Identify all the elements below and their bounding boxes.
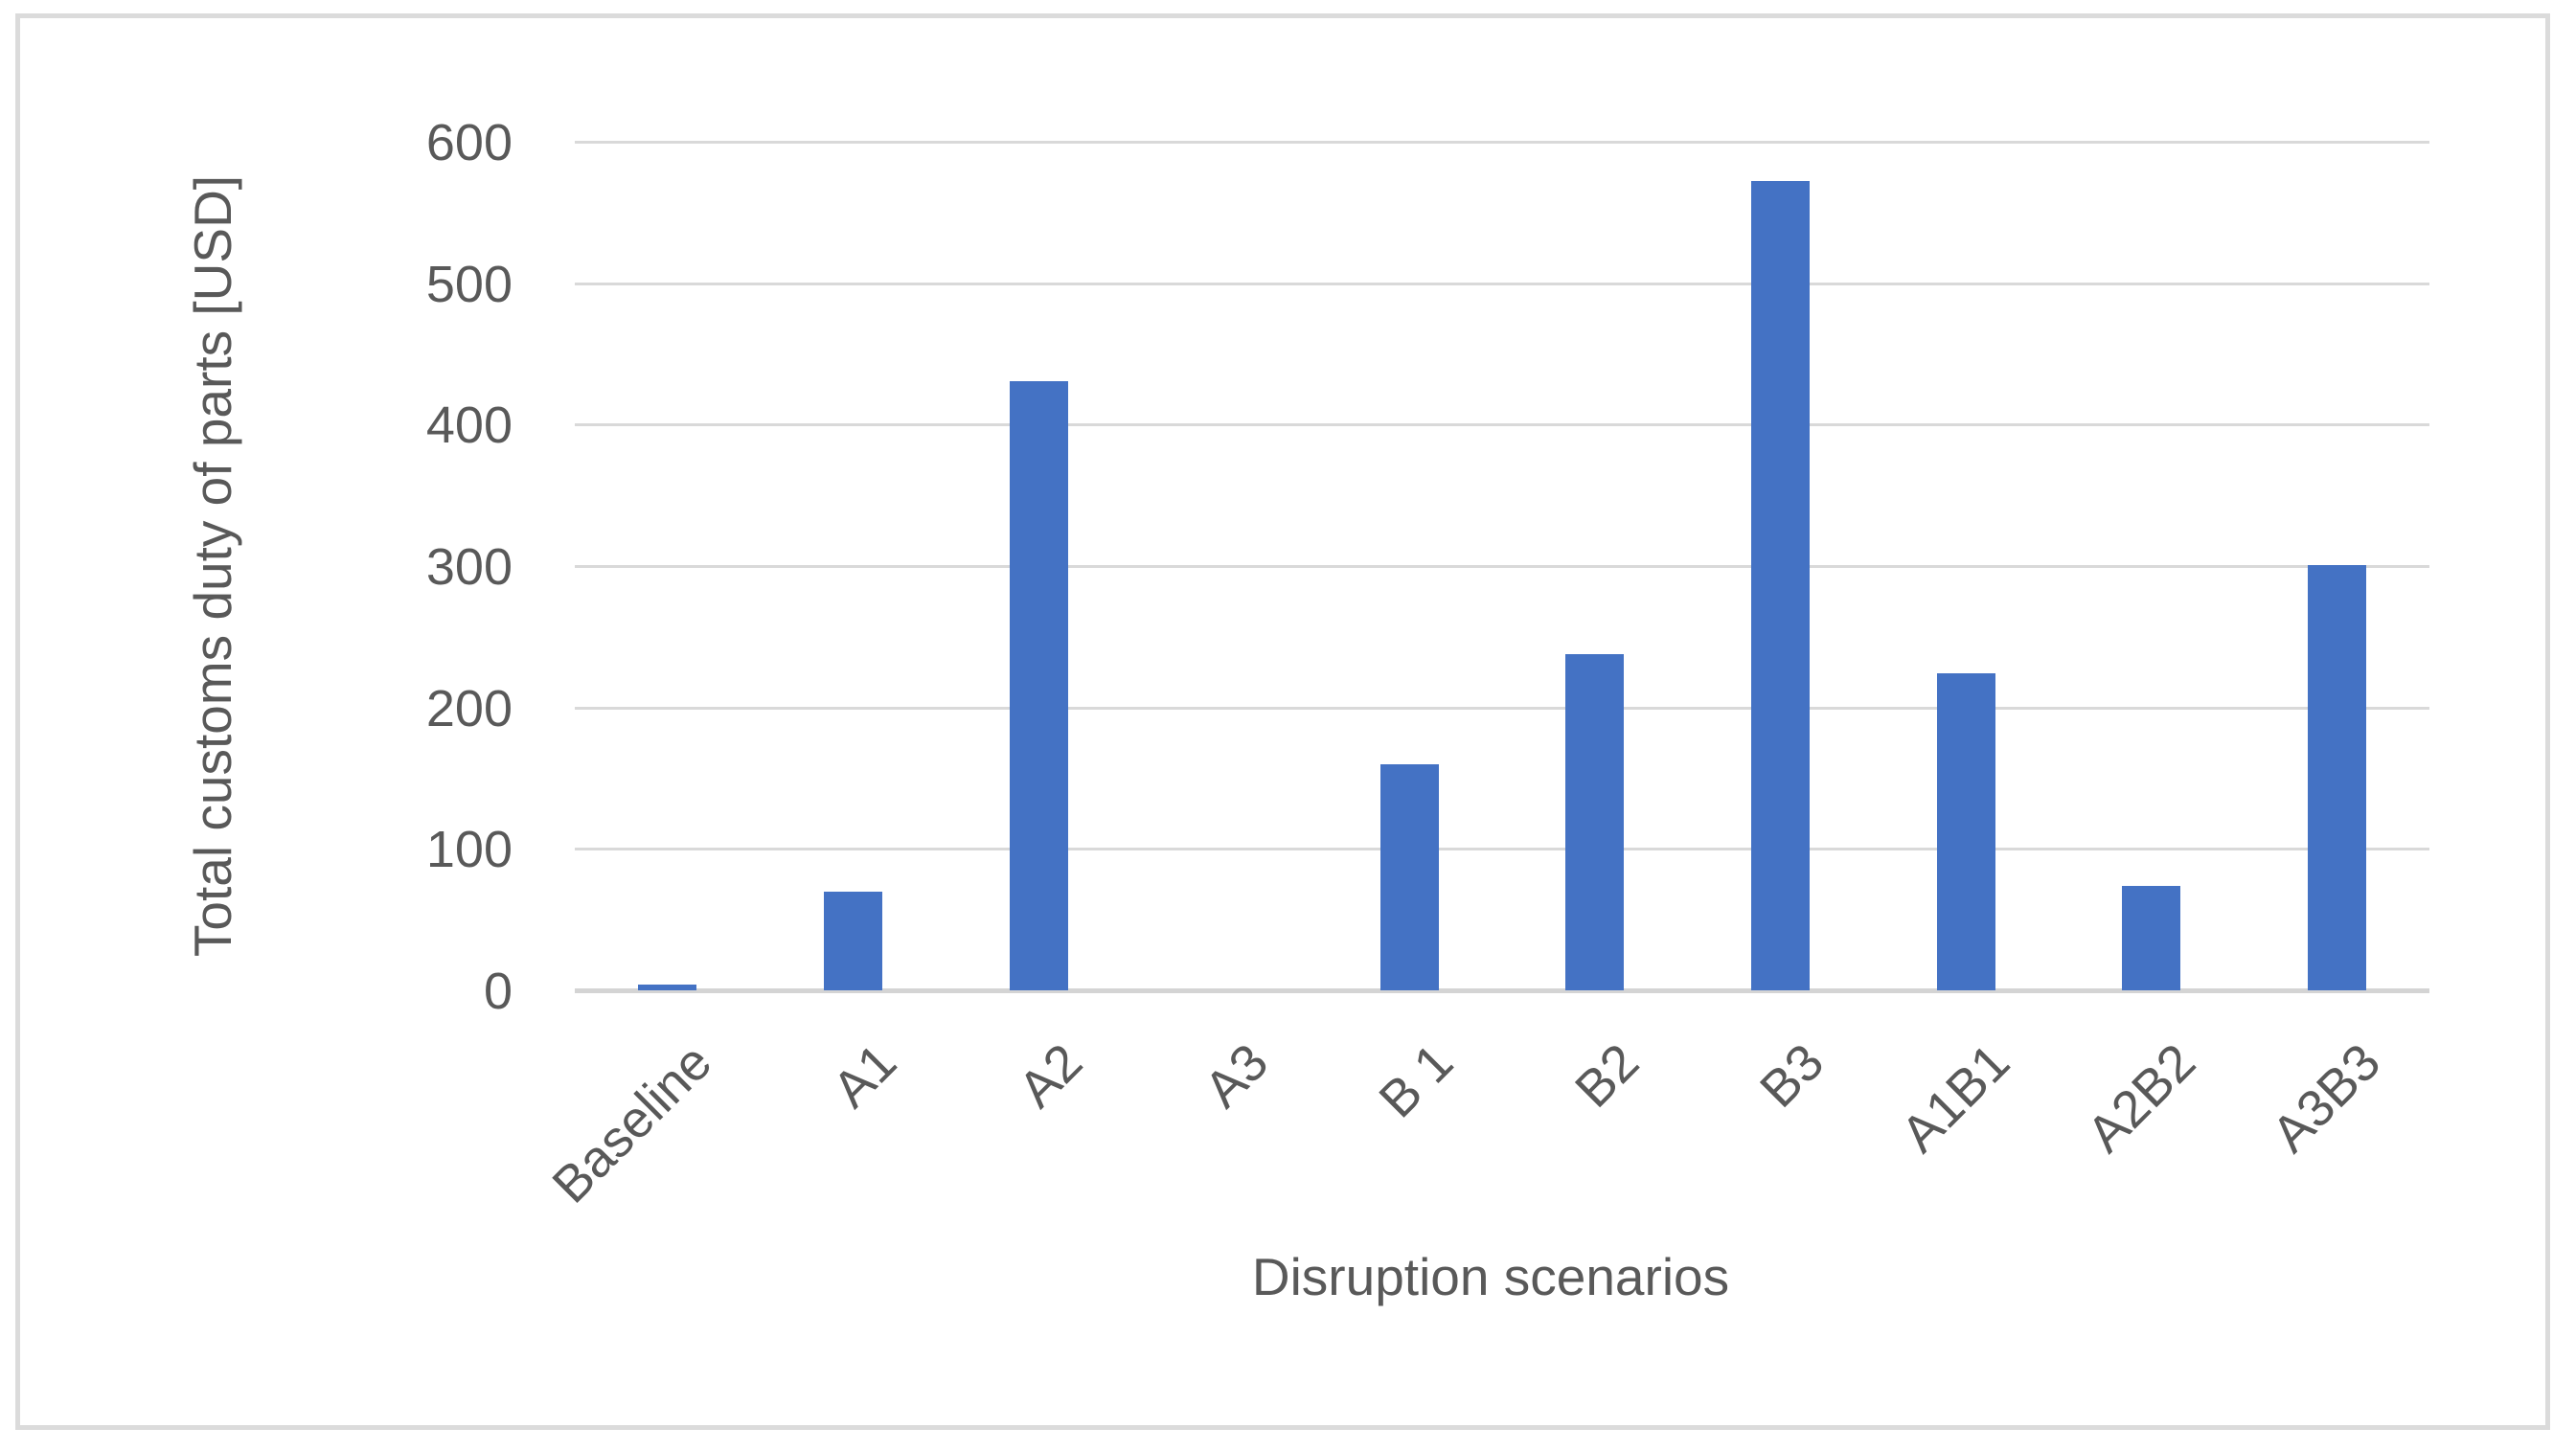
x-axis-title: Disruption scenarios — [1251, 1247, 1730, 1306]
y-tick-label-200: 200 — [425, 679, 513, 737]
bar-a2b2 — [2122, 885, 2181, 990]
bar-b1 — [1379, 763, 1439, 990]
gridline-300 — [575, 565, 2429, 568]
y-axis-title: Total customs duty of parts [USD] — [183, 174, 242, 958]
gridline-400 — [575, 423, 2429, 427]
bar-a1b1 — [1936, 673, 1995, 990]
y-tick-label-600: 600 — [425, 114, 513, 171]
bar-a2 — [1009, 380, 1068, 990]
bar-b2 — [1565, 653, 1625, 990]
y-tick-label-500: 500 — [425, 255, 513, 313]
bar-baseline — [638, 985, 697, 990]
chart-border — [15, 13, 2550, 1430]
bar-b3 — [1750, 181, 1810, 990]
gridline-200 — [575, 706, 2429, 710]
gridline-500 — [575, 282, 2429, 285]
bar-a1 — [823, 891, 882, 990]
y-tick-label-100: 100 — [425, 821, 513, 879]
y-tick-label-0: 0 — [483, 963, 513, 1020]
y-tick-label-400: 400 — [425, 397, 513, 455]
gridline-600 — [575, 141, 2429, 144]
bar-a3b3 — [2307, 564, 2366, 990]
y-tick-label-300: 300 — [425, 538, 513, 596]
gridline-100 — [575, 848, 2429, 851]
x-axis-line — [575, 988, 2429, 993]
